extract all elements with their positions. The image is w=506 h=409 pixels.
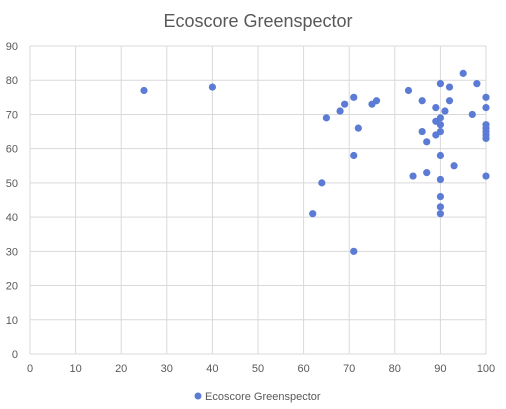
data-point bbox=[354, 124, 362, 132]
data-point bbox=[436, 121, 444, 129]
data-point bbox=[350, 151, 358, 160]
data-point bbox=[436, 114, 444, 122]
legend: Ecoscore Greenspector bbox=[194, 391, 321, 403]
y-tick-label: 90 bbox=[6, 41, 18, 53]
data-point bbox=[318, 179, 326, 187]
data-point bbox=[322, 114, 330, 122]
x-tick-label: 90 bbox=[434, 363, 446, 375]
data-point bbox=[423, 169, 431, 177]
data-point bbox=[468, 110, 476, 119]
data-point bbox=[436, 127, 444, 136]
y-tick-label: 10 bbox=[6, 315, 18, 327]
data-point bbox=[482, 93, 490, 101]
data-point bbox=[436, 175, 444, 184]
data-point bbox=[436, 210, 444, 218]
data-point bbox=[409, 172, 417, 180]
data-point bbox=[372, 97, 381, 105]
y-tick-label: 40 bbox=[6, 212, 18, 224]
x-tick-label: 0 bbox=[27, 363, 33, 375]
data-point bbox=[418, 97, 426, 105]
legend-label: Ecoscore Greenspector bbox=[205, 391, 321, 403]
data-point bbox=[482, 134, 490, 142]
data-point bbox=[436, 203, 444, 211]
data-points bbox=[140, 69, 490, 255]
data-point bbox=[436, 151, 444, 160]
y-tick-label: 30 bbox=[6, 246, 18, 258]
data-point bbox=[445, 97, 454, 105]
data-point bbox=[436, 80, 444, 88]
y-tick-label: 0 bbox=[12, 349, 18, 361]
data-point bbox=[436, 192, 444, 201]
axes: 0 10 20 30 40 50 60 70 80 90 100 0 10 20 30 40 50 60 70 80 9… bbox=[6, 41, 495, 375]
chart-title: Ecoscore Greenspector bbox=[163, 11, 352, 31]
y-tick-label: 20 bbox=[6, 281, 18, 293]
data-point bbox=[450, 162, 458, 170]
data-point bbox=[473, 80, 481, 88]
x-tick-label: 70 bbox=[343, 363, 355, 375]
data-point bbox=[482, 104, 490, 112]
data-point bbox=[482, 172, 490, 180]
y-tick-label: 70 bbox=[6, 109, 18, 121]
y-tick-label: 50 bbox=[6, 178, 18, 190]
data-point bbox=[404, 86, 413, 95]
legend-marker bbox=[194, 392, 202, 400]
x-tick-label: 100 bbox=[477, 363, 495, 375]
x-tick-label: 30 bbox=[161, 363, 173, 375]
data-point bbox=[341, 100, 349, 108]
x-tick-label: 50 bbox=[252, 363, 264, 375]
grid bbox=[29, 45, 487, 355]
y-tick-label: 60 bbox=[6, 144, 18, 156]
x-tick-label: 60 bbox=[297, 363, 309, 375]
y-tick-label: 80 bbox=[6, 75, 18, 87]
x-tick-label: 20 bbox=[115, 363, 127, 375]
data-point bbox=[336, 107, 344, 115]
data-point bbox=[350, 247, 358, 255]
data-point bbox=[432, 104, 440, 112]
data-point bbox=[423, 138, 431, 146]
x-tick-label: 80 bbox=[389, 363, 401, 375]
data-point bbox=[445, 83, 454, 91]
data-point bbox=[459, 69, 467, 77]
data-point bbox=[441, 107, 449, 115]
data-point bbox=[140, 86, 148, 95]
x-tick-label: 40 bbox=[206, 363, 218, 375]
x-tick-label: 10 bbox=[69, 363, 81, 375]
data-point bbox=[418, 127, 426, 136]
data-point bbox=[208, 83, 216, 91]
data-point bbox=[309, 210, 317, 218]
data-point bbox=[350, 93, 358, 101]
